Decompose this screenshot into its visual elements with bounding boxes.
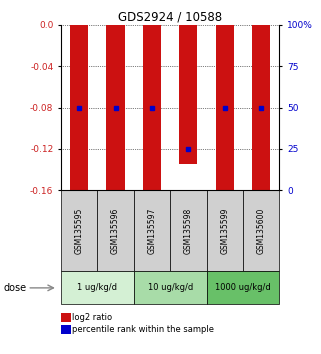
Title: GDS2924 / 10588: GDS2924 / 10588 [118, 11, 222, 24]
Bar [70, 25, 88, 190]
Text: GSM135599: GSM135599 [220, 208, 229, 254]
Bar [61, 271, 134, 304]
Bar [143, 25, 161, 190]
Bar [134, 190, 170, 271]
Bar [206, 271, 279, 304]
Text: 10 ug/kg/d: 10 ug/kg/d [148, 284, 193, 292]
Text: log2 ratio: log2 ratio [72, 313, 112, 322]
Text: GSM135597: GSM135597 [147, 208, 156, 254]
Bar [61, 190, 97, 271]
Text: dose: dose [3, 283, 26, 293]
Text: GSM135596: GSM135596 [111, 208, 120, 254]
Bar [179, 25, 197, 165]
Bar [206, 190, 243, 271]
Text: GSM135600: GSM135600 [256, 208, 265, 254]
Text: GSM135598: GSM135598 [184, 208, 193, 254]
Bar [243, 190, 279, 271]
Bar [216, 25, 234, 190]
Bar [134, 271, 206, 304]
Text: percentile rank within the sample: percentile rank within the sample [72, 325, 214, 334]
Text: 1000 ug/kg/d: 1000 ug/kg/d [215, 284, 271, 292]
Bar [252, 25, 270, 190]
Text: 1 ug/kg/d: 1 ug/kg/d [77, 284, 117, 292]
Text: GSM135595: GSM135595 [75, 208, 84, 254]
Bar [97, 190, 134, 271]
Bar [107, 25, 125, 190]
Bar [170, 190, 206, 271]
